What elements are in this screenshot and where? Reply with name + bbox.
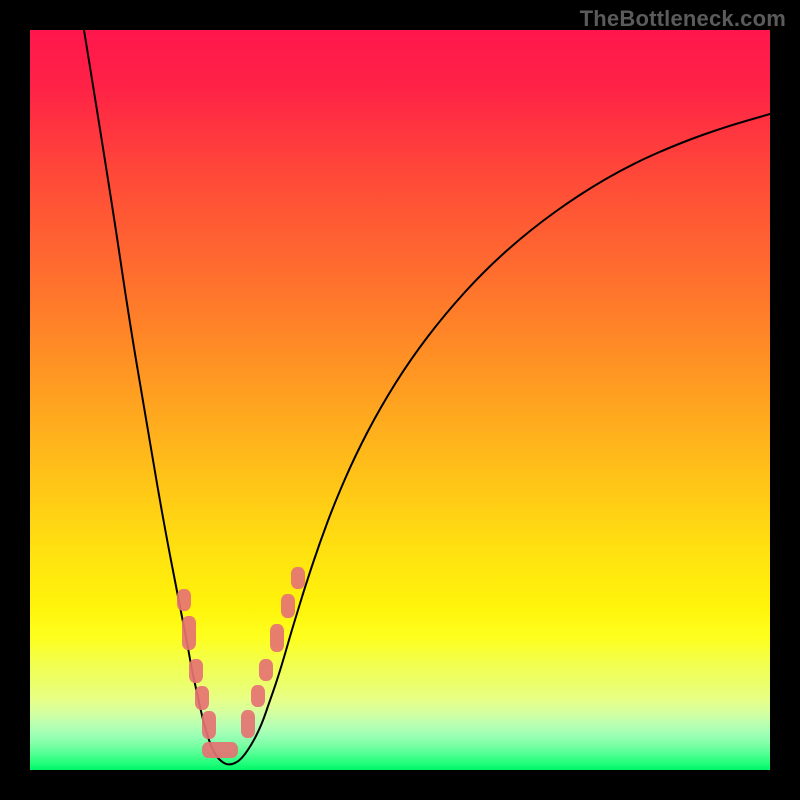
curve-layer [30,30,770,770]
curve-marker [202,742,238,758]
curve-marker [189,659,203,683]
curve-marker [259,659,273,681]
chart-frame: TheBottleneck.com [0,0,800,800]
curve-marker [291,567,305,589]
attribution-label: TheBottleneck.com [580,6,786,32]
curve-marker [251,685,265,707]
curve-marker [270,624,284,652]
curve-marker [195,686,209,710]
curve-marker [281,594,295,618]
bottleneck-curve [84,30,770,764]
curve-marker [182,616,196,650]
curve-marker [241,710,255,738]
curve-marker [177,589,191,611]
curve-marker [202,711,216,739]
marker-group [177,567,305,758]
plot-area [30,30,770,770]
